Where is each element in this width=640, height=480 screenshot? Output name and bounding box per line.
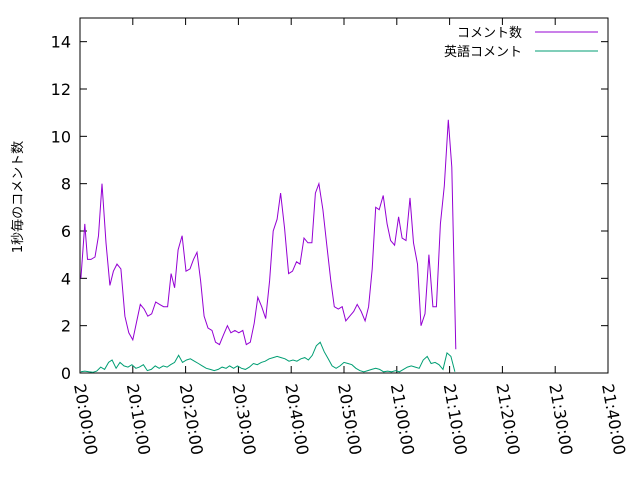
x-tick-label: 20:00:00 (70, 382, 101, 456)
x-tick-label: 21:10:00 (440, 382, 471, 456)
x-tick-label: 21:30:00 (545, 382, 576, 456)
y-tick-label: 14 (51, 33, 71, 52)
x-tick-label: 21:40:00 (598, 382, 629, 456)
y-tick-label: 0 (61, 364, 71, 383)
legend-label-1: コメント数 (457, 26, 522, 41)
y-tick-label: 2 (61, 317, 71, 336)
y-axis: 0 2 4 6 8 10 12 14 (51, 33, 608, 383)
x-tick-label: 20:30:00 (228, 382, 259, 456)
x-tick-label: 20:50:00 (334, 382, 365, 456)
y-tick-label: 4 (61, 269, 71, 288)
x-axis: 20:00:00 20:10:00 20:20:00 20:30:00 20:40:00… (70, 18, 629, 456)
y-tick-label: 6 (61, 222, 71, 241)
y-tick-label: 12 (51, 80, 71, 99)
y-axis-label: 1秒毎のコメント数 (10, 141, 26, 253)
series-layer (80, 119, 457, 373)
plot-frame (79, 17, 609, 374)
series-line-1 (80, 119, 457, 350)
x-tick-label: 20:10:00 (123, 382, 154, 456)
series-line-2 (80, 341, 456, 373)
legend-label-2: 英語コメント (444, 44, 522, 60)
y-tick-label: 8 (61, 175, 71, 194)
x-tick-label: 21:00:00 (387, 382, 418, 456)
y-tick-label: 10 (51, 127, 71, 146)
x-tick-label: 20:40:00 (281, 382, 312, 456)
x-tick-label: 21:20:00 (492, 382, 523, 456)
x-tick-label: 20:20:00 (176, 382, 207, 456)
plot-border (79, 17, 609, 374)
